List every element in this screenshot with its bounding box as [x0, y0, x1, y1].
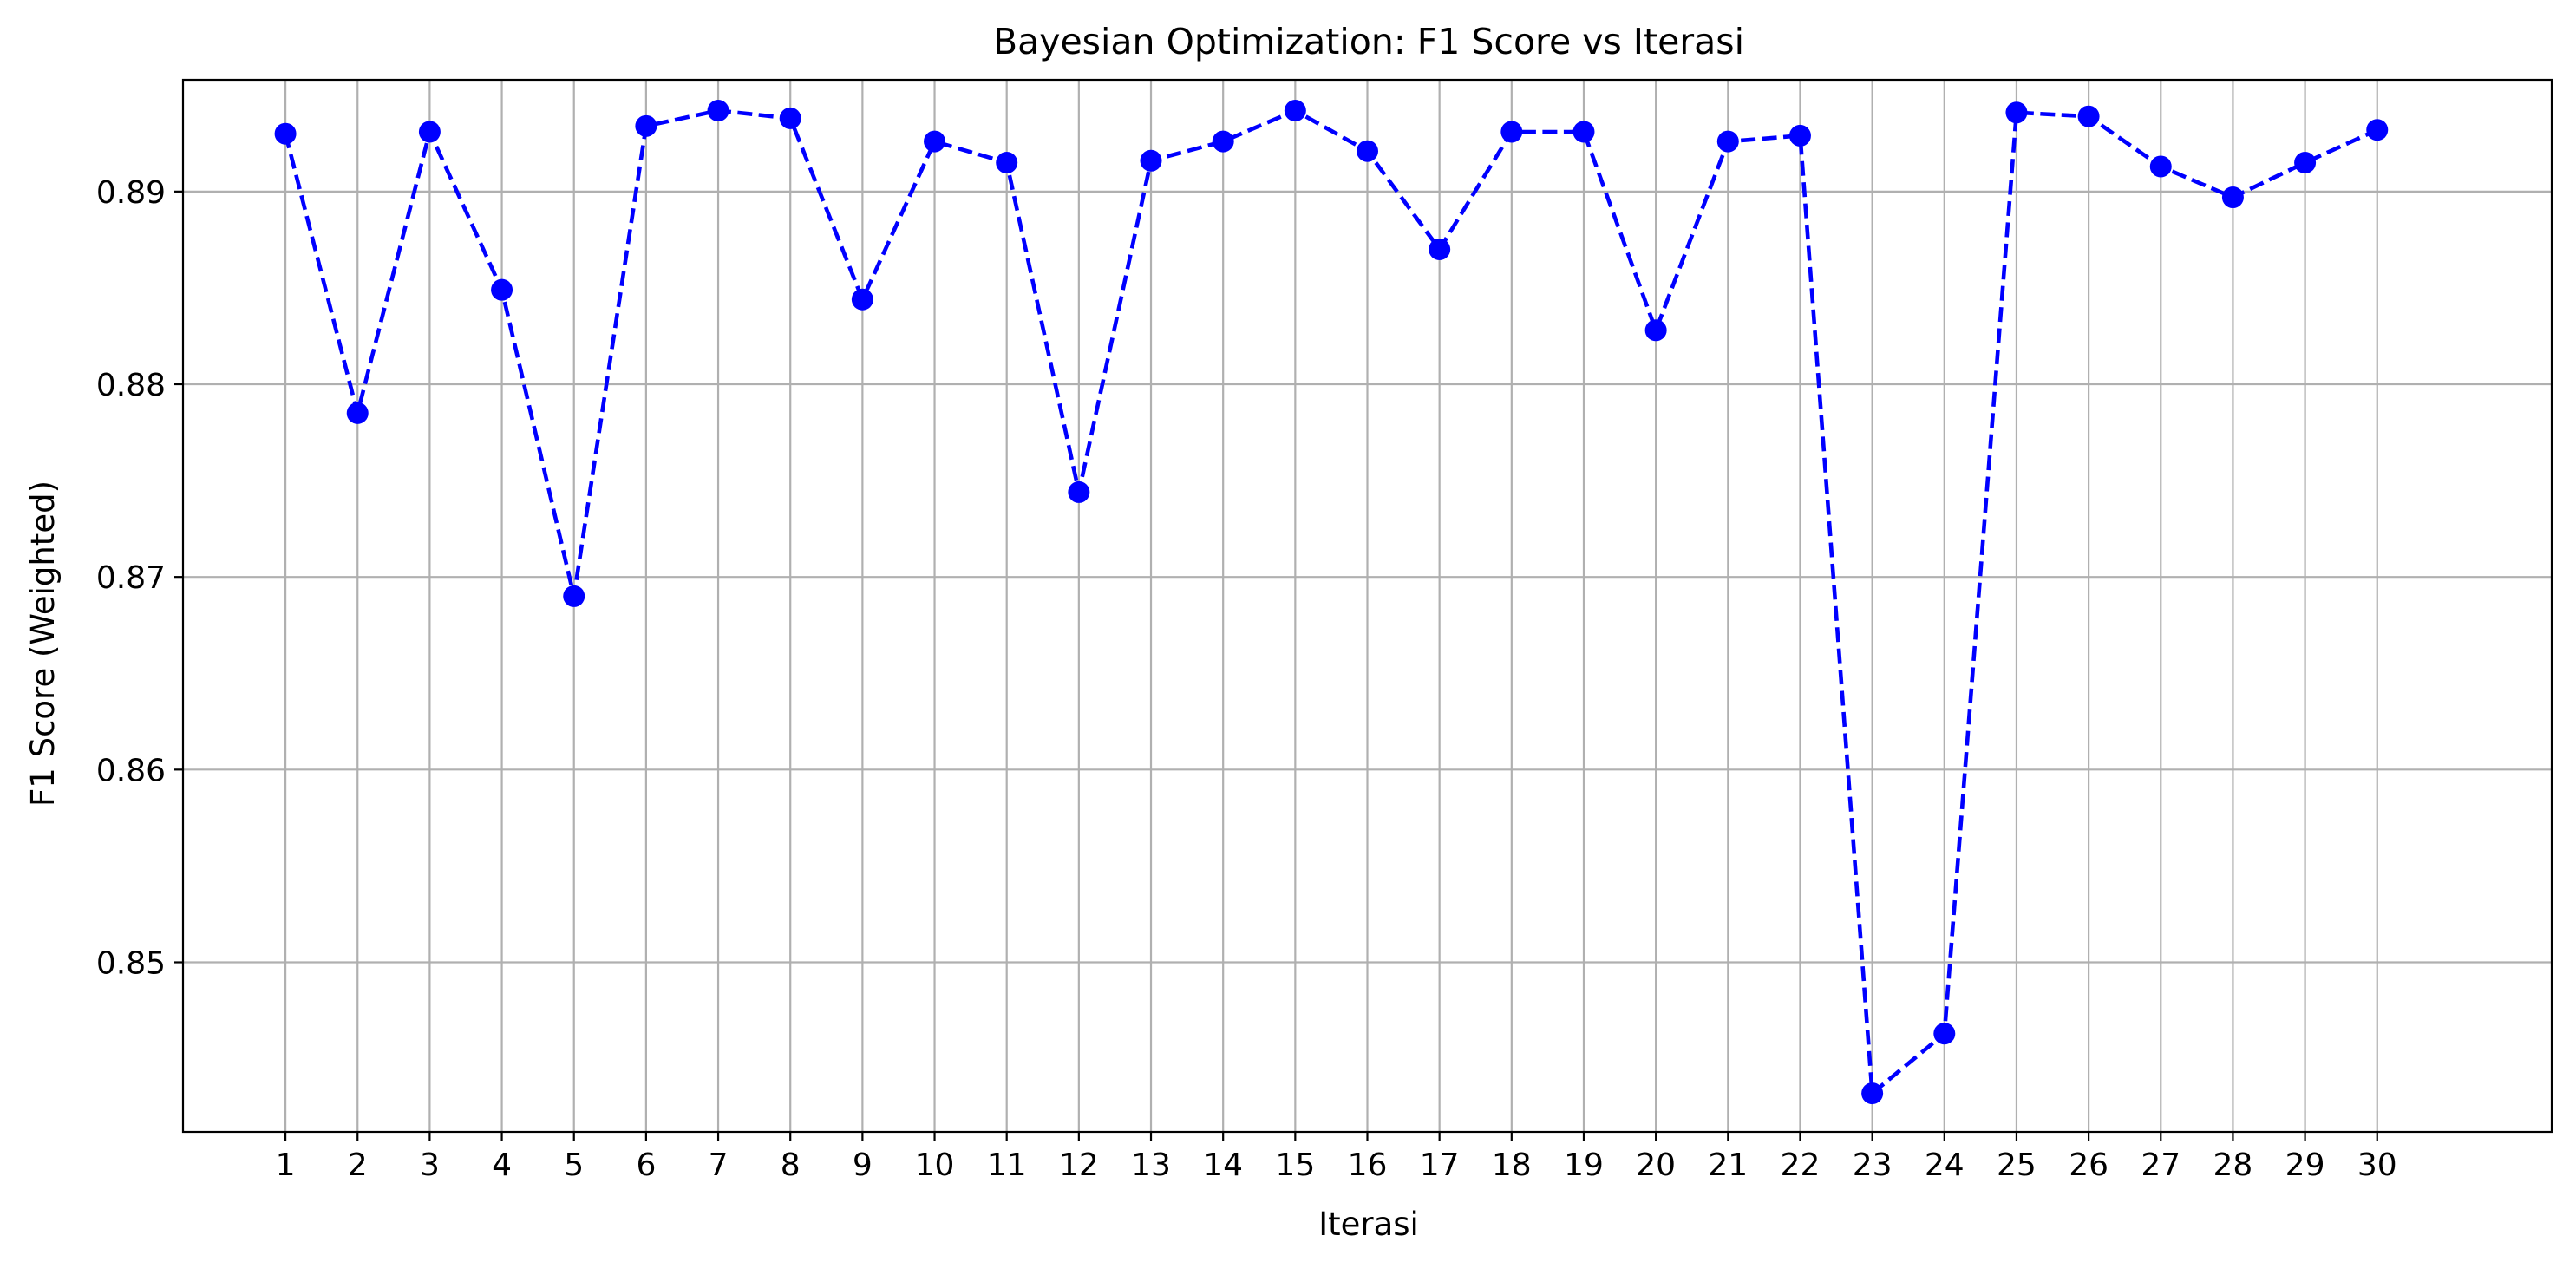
- x-tick-label: 27: [2141, 1148, 2180, 1183]
- x-tick-label: 23: [1853, 1148, 1893, 1183]
- y-tick-label: 0.88: [96, 368, 166, 403]
- data-point: [851, 288, 873, 311]
- data-point: [2366, 119, 2389, 141]
- axis-ticks: 1 2 3 4 5 6 7 8 9 10 11 12 13 14 15 16 17 18 19 20 21 22 23 24 2…: [96, 175, 2397, 1183]
- series-layer: [274, 100, 2389, 1105]
- data-point: [1644, 319, 1667, 342]
- x-tick-label: 13: [1131, 1148, 1171, 1183]
- data-point: [1933, 1023, 1956, 1045]
- x-tick-label: 4: [492, 1148, 512, 1183]
- y-tick-label: 0.89: [96, 175, 166, 211]
- data-point: [996, 152, 1018, 174]
- x-tick-label: 26: [2069, 1148, 2109, 1183]
- x-tick-label: 21: [1708, 1148, 1748, 1183]
- x-tick-label: 28: [2213, 1148, 2253, 1183]
- x-axis-label: Iterasi: [1318, 1206, 1419, 1243]
- data-point: [1788, 124, 1811, 147]
- data-point: [1861, 1082, 1884, 1105]
- x-tick-label: 8: [781, 1148, 801, 1183]
- x-tick-label: 18: [1492, 1148, 1532, 1183]
- data-point: [779, 107, 801, 129]
- data-point: [491, 278, 513, 301]
- x-tick-label: 1: [276, 1148, 296, 1183]
- data-point: [1068, 481, 1090, 503]
- grid-lines: [183, 80, 2552, 1132]
- data-point: [1572, 121, 1595, 143]
- x-tick-label: 20: [1636, 1148, 1676, 1183]
- x-tick-label: 6: [636, 1148, 656, 1183]
- x-tick-label: 25: [1997, 1148, 2037, 1183]
- x-tick-label: 3: [420, 1148, 440, 1183]
- data-point: [924, 130, 946, 153]
- x-tick-label: 14: [1203, 1148, 1243, 1183]
- data-point: [418, 121, 441, 143]
- data-point: [2221, 186, 2244, 209]
- x-tick-label: 12: [1059, 1148, 1099, 1183]
- x-tick-label: 9: [853, 1148, 873, 1183]
- chart-title: Bayesian Optimization: F1 Score vs Itera…: [993, 21, 1744, 62]
- data-point: [1429, 239, 1451, 261]
- x-tick-label: 15: [1275, 1148, 1315, 1183]
- x-tick-label: 19: [1564, 1148, 1604, 1183]
- data-point: [2149, 155, 2172, 178]
- data-point: [1212, 130, 1234, 153]
- x-tick-label: 10: [915, 1148, 955, 1183]
- y-axis-label: F1 Score (Weighted): [24, 481, 62, 807]
- data-point: [707, 100, 729, 122]
- data-point: [2005, 101, 2028, 124]
- data-point: [1716, 130, 1739, 153]
- data-point: [2077, 105, 2100, 128]
- x-tick-label: 5: [564, 1148, 584, 1183]
- y-tick-label: 0.85: [96, 945, 166, 981]
- y-tick-label: 0.86: [96, 753, 166, 788]
- x-tick-label: 30: [2357, 1148, 2397, 1183]
- data-point: [2294, 152, 2317, 174]
- y-tick-label: 0.87: [96, 560, 166, 596]
- x-tick-label: 24: [1925, 1148, 1965, 1183]
- series-line: [283, 108, 2378, 1095]
- data-point: [274, 122, 297, 145]
- data-point: [1357, 140, 1378, 162]
- data-point: [346, 402, 369, 424]
- x-tick-label: 2: [348, 1148, 368, 1183]
- x-tick-label: 17: [1420, 1148, 1460, 1183]
- data-point: [1500, 121, 1523, 143]
- data-point: [563, 585, 585, 607]
- x-tick-label: 22: [1781, 1148, 1821, 1183]
- data-point: [1140, 149, 1162, 172]
- x-tick-label: 16: [1348, 1148, 1388, 1183]
- data-point: [635, 114, 657, 137]
- data-point: [1284, 100, 1306, 122]
- x-tick-label: 7: [709, 1148, 729, 1183]
- x-tick-label: 29: [2285, 1148, 2325, 1183]
- x-tick-label: 11: [987, 1148, 1027, 1183]
